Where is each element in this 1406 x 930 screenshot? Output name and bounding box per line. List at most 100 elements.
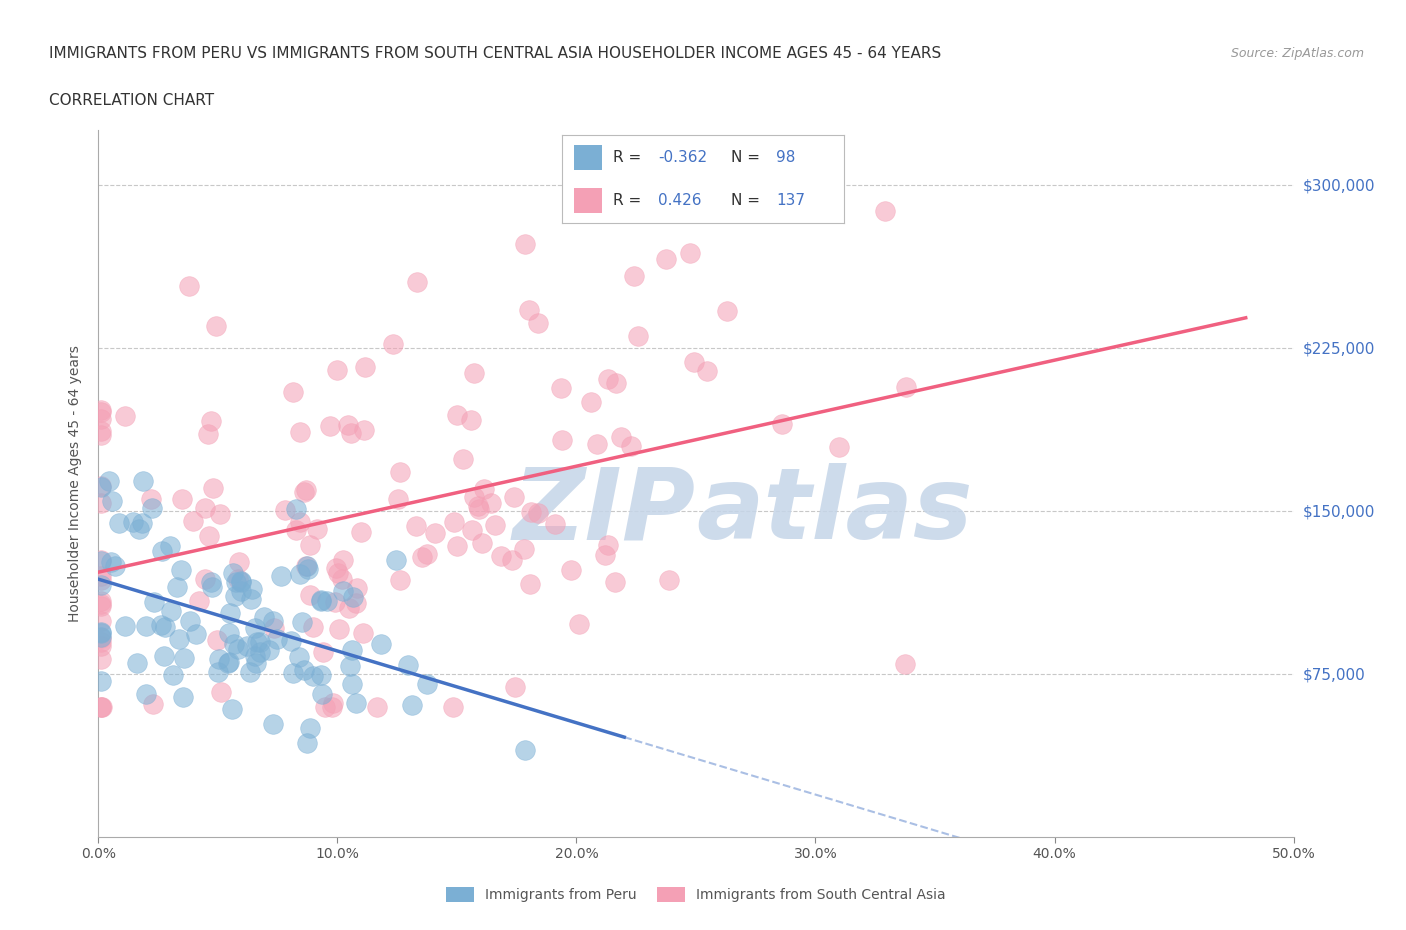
- Point: [221, 701, 243, 716]
- Text: ZIP: ZIP: [513, 463, 696, 561]
- Point: [173, 650, 195, 665]
- Point: [197, 529, 219, 544]
- Point: [517, 302, 540, 317]
- Point: [90, 634, 112, 649]
- Point: [245, 656, 267, 671]
- Text: N =: N =: [731, 193, 765, 207]
- Point: [896, 379, 918, 394]
- Point: [295, 559, 318, 574]
- Point: [463, 489, 485, 504]
- Point: [654, 252, 676, 267]
- Point: [224, 589, 246, 604]
- Point: [170, 563, 193, 578]
- Point: [626, 328, 648, 343]
- Point: [610, 430, 633, 445]
- Point: [332, 584, 354, 599]
- Point: [311, 644, 333, 659]
- Point: [370, 636, 392, 651]
- Text: 98: 98: [776, 151, 796, 166]
- Point: [290, 424, 312, 439]
- Bar: [574, 188, 602, 213]
- Point: [205, 633, 228, 648]
- Point: [593, 548, 616, 563]
- Point: [405, 519, 427, 534]
- Point: [100, 554, 122, 569]
- Point: [231, 575, 253, 590]
- Point: [337, 418, 360, 432]
- Point: [302, 619, 325, 634]
- Point: [229, 574, 252, 589]
- Point: [218, 626, 240, 641]
- Legend: Immigrants from Peru, Immigrants from South Central Asia: Immigrants from Peru, Immigrants from So…: [440, 882, 952, 908]
- Point: [325, 560, 347, 575]
- Point: [90, 424, 112, 439]
- Point: [328, 565, 350, 580]
- Point: [299, 721, 322, 736]
- Point: [342, 589, 364, 604]
- Point: [339, 658, 361, 673]
- Point: [90, 553, 112, 568]
- Point: [332, 552, 354, 567]
- Text: -0.362: -0.362: [658, 151, 707, 166]
- Point: [169, 631, 191, 646]
- Bar: [574, 145, 602, 170]
- Point: [128, 522, 150, 537]
- Point: [894, 657, 917, 671]
- Point: [239, 591, 262, 606]
- Point: [188, 594, 211, 609]
- Point: [132, 473, 155, 488]
- Point: [603, 575, 626, 590]
- Point: [299, 588, 322, 603]
- Point: [623, 269, 645, 284]
- Point: [411, 549, 433, 564]
- Point: [297, 562, 319, 577]
- Point: [551, 432, 574, 447]
- Point: [550, 380, 572, 395]
- Point: [291, 615, 314, 630]
- Point: [131, 516, 153, 531]
- Point: [90, 403, 112, 418]
- Point: [90, 652, 112, 667]
- Point: [114, 618, 136, 633]
- Point: [90, 673, 112, 688]
- Point: [461, 523, 484, 538]
- Point: [319, 418, 342, 433]
- Point: [243, 648, 266, 663]
- Point: [344, 595, 367, 610]
- Point: [179, 614, 201, 629]
- Point: [446, 538, 468, 553]
- Point: [332, 572, 354, 587]
- Point: [122, 514, 145, 529]
- Point: [245, 620, 267, 635]
- Point: [90, 573, 112, 588]
- Point: [585, 436, 607, 451]
- Point: [263, 620, 285, 635]
- Point: [446, 407, 468, 422]
- Y-axis label: Householder Income Ages 45 - 64 years: Householder Income Ages 45 - 64 years: [69, 345, 83, 622]
- Text: 0.426: 0.426: [658, 193, 702, 207]
- Point: [208, 651, 231, 666]
- Point: [246, 634, 269, 649]
- Point: [696, 364, 718, 379]
- Point: [90, 496, 112, 511]
- Point: [150, 618, 173, 632]
- Point: [568, 617, 591, 631]
- Text: N =: N =: [731, 151, 765, 166]
- Text: 137: 137: [776, 193, 806, 207]
- Point: [416, 546, 439, 561]
- Point: [287, 650, 309, 665]
- Point: [259, 643, 281, 658]
- Point: [135, 687, 157, 702]
- Point: [316, 593, 339, 608]
- Point: [401, 698, 423, 712]
- Point: [679, 246, 702, 260]
- Point: [90, 427, 112, 442]
- Point: [389, 464, 412, 479]
- Point: [143, 594, 166, 609]
- Point: [90, 568, 112, 583]
- Text: Source: ZipAtlas.com: Source: ZipAtlas.com: [1230, 46, 1364, 60]
- Point: [354, 359, 377, 374]
- Point: [290, 514, 312, 529]
- Point: [560, 563, 582, 578]
- Point: [97, 473, 120, 488]
